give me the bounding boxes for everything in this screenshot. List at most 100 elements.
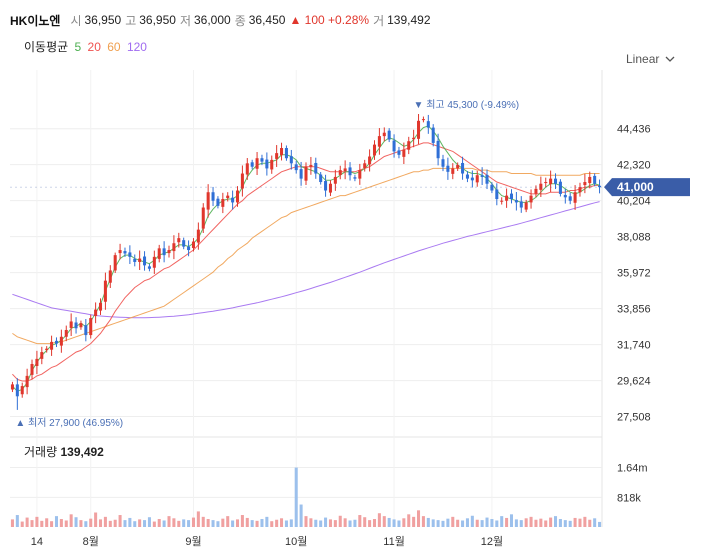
volume-bar[interactable] [280,518,284,527]
candle-body[interactable] [554,178,558,184]
candle-body[interactable] [495,189,499,200]
candle-body[interactable] [328,183,332,193]
volume-bar[interactable] [211,520,215,527]
volume-bar[interactable] [314,519,318,527]
volume-bar[interactable] [451,516,455,527]
candle-body[interactable] [598,185,602,188]
volume-bar[interactable] [470,515,474,527]
candle-body[interactable] [280,148,284,156]
volume-bar[interactable] [201,516,205,527]
volume-bar[interactable] [304,516,308,527]
candle-body[interactable] [436,140,440,159]
volume-bar[interactable] [40,520,44,527]
volume-bar[interactable] [421,516,425,527]
volume-bar[interactable] [392,519,396,527]
candle-body[interactable] [407,141,411,150]
volume-bar[interactable] [500,516,504,527]
candle-body[interactable] [485,174,489,184]
volume-bar[interactable] [138,519,142,527]
volume-bar[interactable] [196,511,200,527]
volume-bar[interactable] [549,517,553,527]
volume-bar[interactable] [20,521,24,527]
volume-bar[interactable] [275,519,279,527]
volume-bar[interactable] [245,517,249,527]
candle-body[interactable] [45,348,49,351]
moving-average-legend[interactable]: 이동평균 5 20 60 120 [24,38,150,55]
volume-bar[interactable] [118,515,122,527]
candle-body[interactable] [128,252,132,257]
candle-body[interactable] [289,156,293,164]
volume-bar[interactable] [480,520,484,527]
candle-body[interactable] [363,163,367,169]
volume-bar[interactable] [231,520,235,527]
candle-body[interactable] [103,280,107,302]
volume-bar[interactable] [128,517,132,527]
volume-bar[interactable] [324,517,328,527]
volume-bar[interactable] [260,519,264,527]
volume-bar[interactable] [583,516,587,527]
candle-body[interactable] [333,176,337,184]
volume-bar[interactable] [167,516,171,527]
volume-bar[interactable] [509,514,514,527]
volume-bar[interactable] [270,521,274,527]
candle-body[interactable] [392,140,396,152]
volume-bar[interactable] [235,519,240,527]
volume-bar[interactable] [372,519,377,527]
candle-body[interactable] [549,178,553,185]
candle-body[interactable] [578,187,582,193]
volume-bar[interactable] [368,520,372,527]
volume-bar[interactable] [343,518,347,527]
volume-bar[interactable] [544,520,548,527]
volume-bar[interactable] [147,517,151,527]
volume-bar[interactable] [143,520,147,527]
candle-body[interactable] [353,177,357,179]
volume-bar[interactable] [157,519,161,527]
volume-bar[interactable] [299,504,303,527]
volume-bar[interactable] [59,519,63,527]
candle-body[interactable] [319,174,323,183]
volume-bar[interactable] [187,520,191,527]
candle-body[interactable] [74,322,78,329]
volume-bar[interactable] [108,520,112,527]
candle-body[interactable] [157,248,161,259]
candle-body[interactable] [69,321,73,328]
candle-body[interactable] [593,175,597,184]
candle-body[interactable] [275,153,279,159]
candle-body[interactable] [206,192,210,210]
candle-body[interactable] [573,192,577,203]
candle-body[interactable] [216,198,220,206]
volume-bar[interactable] [216,521,220,527]
candle-body[interactable] [25,375,29,388]
volume-bar[interactable] [250,520,254,527]
volume-bar[interactable] [79,520,83,527]
volume-bar[interactable] [172,518,176,527]
candle-body[interactable] [583,182,587,186]
volume-bar[interactable] [25,517,29,527]
volume-bar[interactable] [363,517,367,527]
volume-bar[interactable] [358,515,362,527]
candle-body[interactable] [446,165,450,172]
volume-bar[interactable] [35,516,39,527]
volume-bar[interactable] [578,518,582,527]
volume-bar[interactable] [84,521,88,527]
candle-body[interactable] [544,182,548,184]
volume-bar[interactable] [348,520,352,527]
candle-body[interactable] [15,384,19,397]
candle-body[interactable] [563,194,567,198]
candle-body[interactable] [509,193,514,200]
volume-bar[interactable] [505,517,509,527]
candle-body[interactable] [372,144,377,156]
candle-body[interactable] [123,251,127,254]
volume-bar[interactable] [133,521,137,527]
volume-bar[interactable] [573,517,577,527]
volume-bar[interactable] [15,515,19,527]
volume-bar[interactable] [319,520,323,527]
candle-body[interactable] [397,150,401,155]
candle-body[interactable] [20,386,24,395]
candle-body[interactable] [431,127,435,143]
candle-body[interactable] [118,250,122,254]
candle-body[interactable] [348,167,352,176]
candle-body[interactable] [534,188,538,194]
volume-bar[interactable] [387,517,391,527]
